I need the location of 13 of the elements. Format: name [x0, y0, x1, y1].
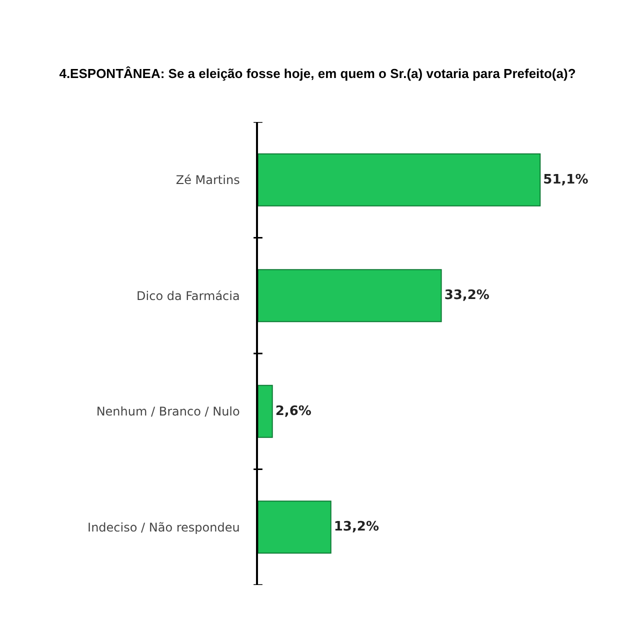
y-tick-label: Zé Martins	[176, 173, 240, 188]
bar	[258, 500, 332, 554]
y-tick-label: Indeciso / Não respondeu	[88, 520, 240, 534]
chart-title: 4.ESPONTÂNEA: Se a eleição fosse hoje, em quem o Sr.(a) votaria para Prefeito(a)?	[59, 66, 576, 82]
data-label: 51,1%	[543, 172, 588, 188]
y-tick-label: Nenhum / Branco / Nulo	[96, 404, 240, 419]
data-label: 33,2%	[444, 288, 490, 304]
bar	[258, 384, 273, 438]
data-label: 13,2%	[334, 520, 379, 535]
bar	[258, 269, 442, 322]
data-label: 2,6%	[275, 404, 312, 419]
bar	[258, 153, 541, 206]
y-tick-label: Dico da Farmácia	[136, 288, 240, 303]
